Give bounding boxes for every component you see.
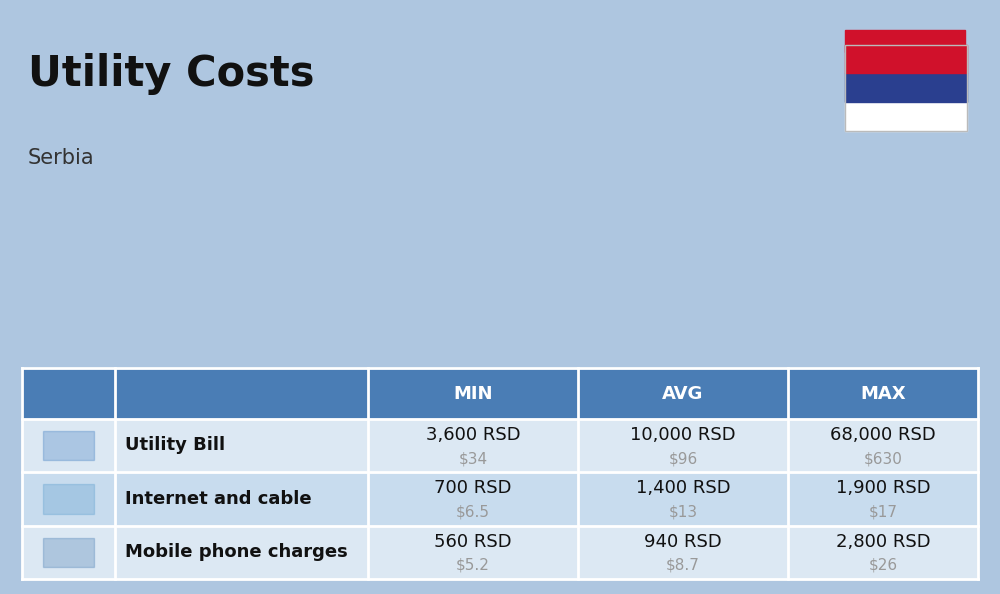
Text: 940 RSD: 940 RSD [644, 533, 722, 551]
Text: 2,800 RSD: 2,800 RSD [836, 533, 930, 551]
Text: AVG: AVG [662, 384, 704, 403]
Bar [845, 73, 967, 102]
Bar [22, 472, 978, 526]
Text: Internet and cable: Internet and cable [125, 490, 312, 508]
Text: $8.7: $8.7 [666, 558, 700, 573]
Bar [22, 368, 978, 419]
Bar [43, 538, 94, 567]
Bar [22, 419, 978, 472]
Text: Serbia: Serbia [28, 148, 95, 169]
Text: $630: $630 [864, 451, 902, 466]
Bar [43, 484, 94, 514]
Text: $6.5: $6.5 [456, 504, 490, 520]
Text: 700 RSD: 700 RSD [434, 479, 512, 497]
Text: $17: $17 [868, 504, 898, 520]
Text: Utility Costs: Utility Costs [28, 53, 314, 96]
Text: 1,900 RSD: 1,900 RSD [836, 479, 930, 497]
Text: $5.2: $5.2 [456, 558, 490, 573]
Text: 1,400 RSD: 1,400 RSD [636, 479, 730, 497]
Bar [845, 30, 965, 52]
Text: Utility Bill: Utility Bill [125, 437, 225, 454]
Text: MAX: MAX [860, 384, 906, 403]
Text: 560 RSD: 560 RSD [434, 533, 512, 551]
Text: 68,000 RSD: 68,000 RSD [830, 426, 936, 444]
Text: $34: $34 [458, 451, 488, 466]
Bar [43, 431, 94, 460]
Text: $96: $96 [668, 451, 698, 466]
Bar [845, 45, 967, 73]
Text: $26: $26 [868, 558, 898, 573]
Text: 3,600 RSD: 3,600 RSD [426, 426, 520, 444]
Bar [845, 102, 967, 131]
Text: MIN: MIN [453, 384, 493, 403]
Text: $13: $13 [668, 504, 698, 520]
Text: Mobile phone charges: Mobile phone charges [125, 544, 348, 561]
Bar [22, 526, 978, 579]
Text: 10,000 RSD: 10,000 RSD [630, 426, 736, 444]
Bar [845, 45, 967, 131]
